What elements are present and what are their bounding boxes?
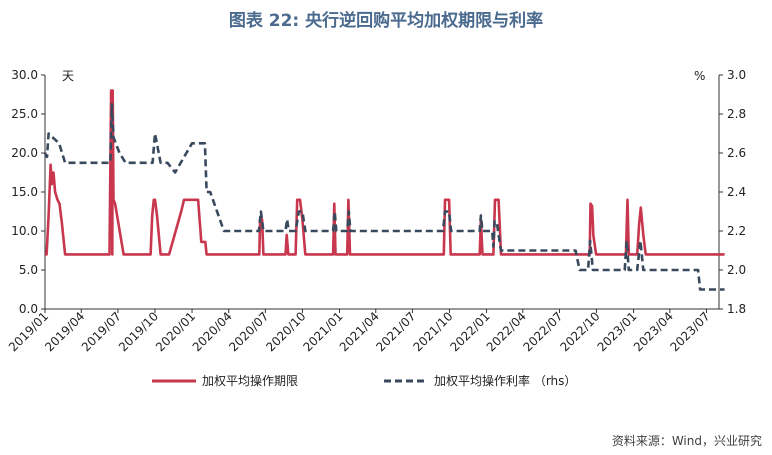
y-right-tick-label: 2.6 (727, 146, 746, 160)
y-right-tick-label: 2.2 (727, 224, 746, 238)
y-left-unit: 天 (62, 69, 74, 83)
x-tick-label: 2022/10 (557, 309, 602, 354)
x-axis: 2019/012019/042019/072019/102020/012020/… (6, 308, 719, 354)
y-right-tick-label: 1.8 (727, 302, 746, 316)
y-right-tick-label: 2.0 (727, 263, 746, 277)
x-tick-label: 2020/07 (226, 309, 271, 354)
x-tick-label: 2019/10 (116, 309, 161, 354)
y-left-tick-label: 10.0 (11, 224, 38, 238)
y-left-tick-label: 25.0 (11, 107, 38, 121)
legend-label-rate: 加权平均操作利率 （rhs） (434, 373, 576, 388)
legend-label-duration: 加权平均操作期限 (202, 373, 298, 388)
x-tick-label: 2020/10 (263, 309, 308, 354)
x-tick-label: 2023/07 (667, 309, 712, 354)
x-tick-label: 2020/01 (153, 309, 198, 354)
series-line-rate (43, 102, 725, 291)
y-left-tick-label: 15.0 (11, 185, 38, 199)
y-right-tick-label: 3.0 (727, 68, 746, 82)
x-tick-label: 2022/07 (520, 309, 565, 354)
y-left-tick-label: 30.0 (11, 68, 38, 82)
series-line-duration (45, 89, 725, 256)
y-right-tick-label: 2.4 (727, 185, 746, 199)
series-layer (43, 89, 725, 291)
source-note: 资料来源：Wind，兴业研究 (611, 434, 762, 448)
legend: 加权平均操作期限 加权平均操作利率 （rhs） (152, 373, 576, 388)
y-right-axis: 1.8 2.0 2.2 2.4 2.6 2.8 3.0 (718, 68, 746, 316)
x-tick-label: 2021/10 (410, 309, 455, 354)
y-left-tick-label: 5.0 (19, 263, 38, 277)
x-tick-label: 2021/07 (373, 309, 418, 354)
y-left-axis: 0.0 5.0 10.0 15.0 20.0 25.0 30.0 (11, 68, 46, 316)
y-left-tick-label: 0.0 (19, 302, 38, 316)
y-left-tick-label: 20.0 (11, 146, 38, 160)
chart-title: 图表 22: 央行逆回购平均加权期限与利率 (228, 11, 544, 31)
x-tick-label: 2019/07 (79, 309, 124, 354)
y-right-tick-label: 2.8 (727, 107, 746, 121)
y-right-unit: % (694, 69, 705, 83)
